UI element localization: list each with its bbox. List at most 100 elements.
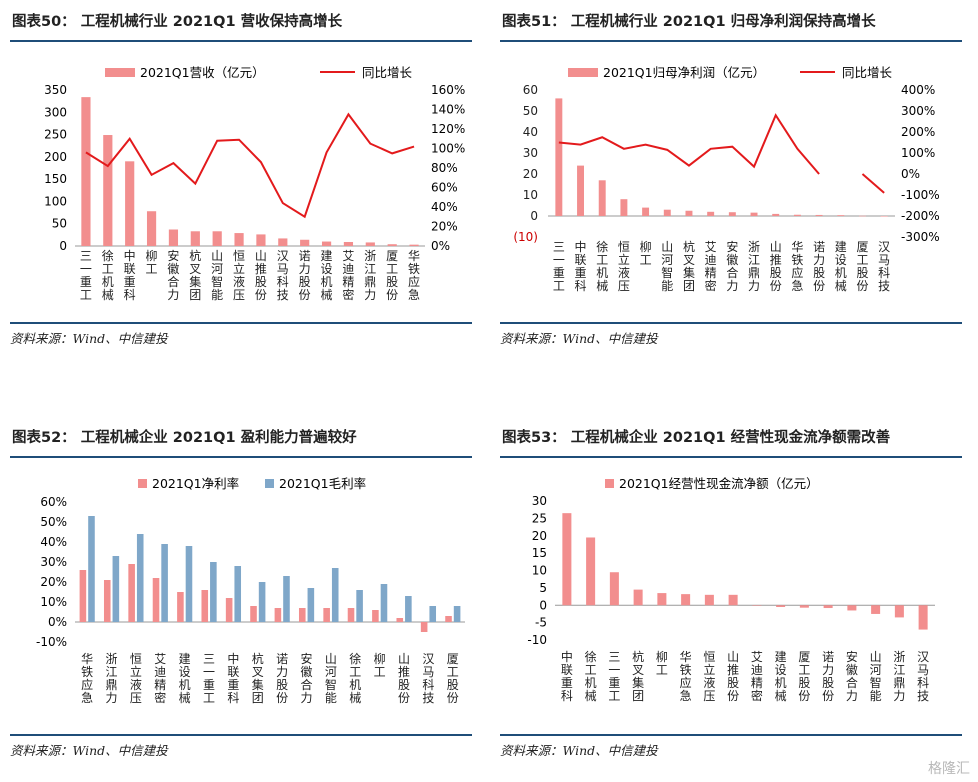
- bar-cashflow: [847, 605, 857, 611]
- bar-cashflow: [681, 594, 691, 606]
- chart-panel-51: 图表51： 工程机械行业 2021Q1 归母净利润保持高增长 2021Q1归母净…: [500, 4, 972, 356]
- x-tick-label: 安徽合力: [167, 248, 179, 302]
- y-right-tick-label: 40%: [431, 200, 458, 214]
- legend-label-profit: 2021Q1归母净利润（亿元）: [603, 65, 765, 80]
- x-tick-label: 中联重科: [561, 649, 573, 703]
- x-tick-label: 艾迪精密: [705, 240, 717, 293]
- x-tick-label: 徐工机械: [102, 248, 114, 302]
- x-tick-label: 中联重科: [227, 651, 239, 705]
- chart-title: 图表52： 工程机械企业 2021Q1 盈利能力普遍较好: [12, 430, 357, 446]
- bar-gross-margin: [429, 606, 437, 622]
- y-left-tick-label: (10): [513, 230, 538, 244]
- y-tick-label: -10: [527, 633, 547, 647]
- bar-profit: [685, 210, 693, 216]
- bar-profit: [837, 215, 845, 216]
- bar-revenue: [365, 242, 375, 246]
- bar-net-margin: [128, 564, 135, 622]
- x-tick-label: 浙江鼎力: [364, 249, 376, 302]
- y-left-tick-label: 350: [44, 83, 67, 97]
- x-tick-label: 柳工: [656, 650, 668, 677]
- bar-gross-margin: [185, 546, 193, 622]
- y-right-tick-label: 60%: [431, 181, 458, 195]
- x-tick-label: 诺力股份: [299, 249, 311, 302]
- legend-swatch-gross-margin: [265, 479, 274, 488]
- x-tick-label: 杭叉集团: [683, 239, 695, 293]
- bar-net-margin: [250, 606, 257, 622]
- title-rule: [10, 456, 472, 458]
- y-tick-label: 0: [539, 598, 547, 612]
- y-left-tick-label: 250: [44, 128, 67, 142]
- x-tick-label: 徐工机械: [585, 649, 597, 703]
- line-growth: [861, 173, 885, 194]
- legend-label-net-margin: 2021Q1净利率: [152, 476, 239, 491]
- x-tick-label: 诺力股份: [276, 652, 288, 705]
- y-tick-label: 40%: [40, 535, 67, 549]
- y-right-tick-label: 100%: [901, 146, 935, 160]
- x-tick-label: 艾迪精密: [751, 650, 763, 703]
- x-tick-label: 山推股份: [398, 652, 410, 705]
- y-right-tick-label: 140%: [431, 103, 465, 117]
- bar-gross-margin: [258, 582, 266, 622]
- bar-revenue: [234, 233, 244, 246]
- bar-profit: [577, 165, 585, 216]
- y-tick-label: 5: [539, 581, 547, 595]
- bar-revenue: [321, 241, 332, 246]
- legend-label-gross-margin: 2021Q1毛利率: [279, 476, 366, 491]
- x-tick-label: 三一重工: [203, 652, 215, 705]
- x-tick-label: 山河智能: [870, 650, 882, 703]
- x-tick-label: 恒立液压: [130, 652, 142, 705]
- x-tick-label: 艾迪精密: [342, 249, 354, 302]
- x-tick-label: 诺力股份: [813, 240, 825, 293]
- chart-cashflow: 2021Q1经营性现金流净额（亿元） -10 -5 0 5 10 15 20 25 30 中联重科徐…: [527, 476, 935, 703]
- chart-revenue: 2021Q1营收（亿元） 同比增长 0 50 100 150 200 250 300 350 0% 2…: [44, 65, 465, 302]
- x-tick-label: 艾迪精密: [154, 652, 166, 705]
- bar-gross-margin: [405, 596, 412, 622]
- y-tick-label: 25: [532, 511, 547, 525]
- bar-profit: [793, 214, 801, 216]
- x-tick-label: 汉马科技: [878, 240, 890, 293]
- bar-revenue: [168, 229, 179, 246]
- chart-panel-52: 图表52： 工程机械企业 2021Q1 盈利能力普遍较好 2021Q1净利率 20…: [10, 420, 480, 775]
- bar-cashflow: [728, 594, 738, 606]
- legend-label-cashflow: 2021Q1经营性现金流净额（亿元）: [619, 476, 819, 491]
- x-tick-label: 华铁应急: [408, 249, 420, 302]
- bar-revenue: [212, 231, 222, 246]
- x-tick-label: 恒立液压: [618, 240, 630, 293]
- y-tick-label: 50%: [40, 515, 67, 529]
- x-tick-label: 恒立液压: [233, 249, 245, 302]
- bar-profit: [707, 211, 715, 216]
- y-tick-label: 15: [532, 546, 547, 560]
- x-tick-label: 建设机械: [775, 650, 787, 703]
- y-right-tick-label: 100%: [431, 142, 465, 156]
- bar-cashflow: [894, 605, 904, 618]
- bar-net-margin: [445, 616, 452, 622]
- y-left-tick-label: 30: [523, 146, 538, 160]
- bar-net-margin: [201, 590, 209, 622]
- x-tick-label: 汉马科技: [277, 249, 289, 302]
- bar-profit: [815, 214, 823, 216]
- y-left-tick-label: 60: [523, 83, 538, 97]
- x-tick-label: 山河智能: [211, 249, 223, 302]
- x-tick-label: 建设机械: [179, 652, 191, 705]
- source-note: 资料来源：Wind、中信建投: [500, 331, 658, 346]
- bar-gross-margin: [210, 562, 217, 622]
- x-tick-label: 浙江鼎力: [106, 652, 118, 705]
- bar-net-margin: [274, 608, 282, 622]
- bar-net-margin: [420, 622, 428, 632]
- bar-revenue: [278, 238, 288, 246]
- y-left-tick-label: 20: [523, 167, 538, 181]
- bar-cashflow: [586, 537, 596, 606]
- bar-gross-margin: [283, 576, 290, 622]
- bar-revenue: [190, 231, 200, 246]
- bar-gross-margin: [112, 556, 120, 622]
- y-left-tick-label: 50: [523, 104, 538, 118]
- y-right-tick-label: 20%: [431, 220, 458, 234]
- source-rule: [500, 734, 962, 736]
- title-rule: [10, 40, 472, 42]
- y-tick-label: 20%: [40, 575, 67, 589]
- y-left-tick-label: 40: [523, 125, 538, 139]
- x-tick-label: 诺力股份: [822, 650, 834, 703]
- bar-net-margin: [396, 618, 404, 622]
- bar-profit: [663, 209, 671, 216]
- bar-cashflow: [871, 605, 881, 614]
